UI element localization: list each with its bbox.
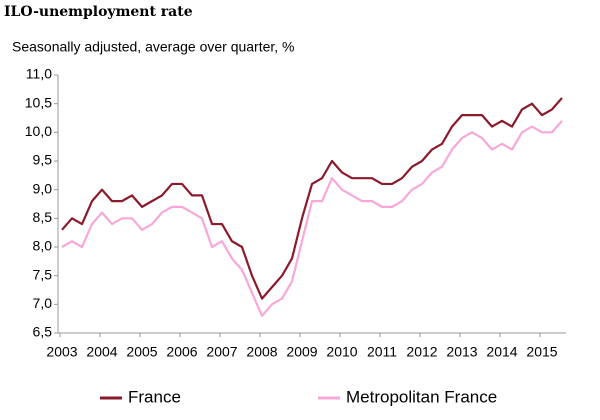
y-tick-label: 7,5	[33, 266, 53, 282]
x-tick-label: 2008	[246, 344, 277, 360]
y-tick-label: 6,5	[33, 324, 53, 340]
x-tick-label: 2003	[46, 344, 77, 360]
x-tick-label: 2014	[486, 344, 517, 360]
y-tick-label: 11,0	[26, 66, 52, 82]
x-tick-label: 2009	[286, 344, 317, 360]
chart-title: ILO-unemployment rate	[4, 4, 193, 20]
legend-label: France	[128, 387, 181, 406]
y-tick-label: 10,5	[25, 94, 52, 110]
x-tick-label: 2012	[406, 344, 437, 360]
x-tick-label: 2005	[126, 344, 157, 360]
x-tick-label: 2010	[326, 344, 357, 360]
x-tick-label: 2013	[446, 344, 477, 360]
series-line	[61, 97, 563, 300]
chart-subtitle: Seasonally adjusted, average over quarte…	[12, 39, 295, 55]
y-tick-label: 7,0	[33, 295, 53, 311]
x-tick-label: 2007	[206, 344, 237, 360]
y-tick-label: 10,0	[25, 123, 52, 139]
legend-label: Metropolitan France	[346, 387, 497, 406]
x-tick-label: 2011	[367, 344, 397, 360]
x-tick-label: 2006	[166, 344, 197, 360]
y-tick-label: 9,5	[33, 152, 53, 168]
y-tick-label: 8,5	[33, 209, 53, 225]
series-line	[61, 120, 563, 317]
x-tick-label: 2004	[86, 344, 117, 360]
x-tick-label: 2015	[526, 344, 557, 360]
y-tick-label: 9,0	[33, 180, 53, 196]
y-tick-label: 8,0	[33, 238, 53, 254]
